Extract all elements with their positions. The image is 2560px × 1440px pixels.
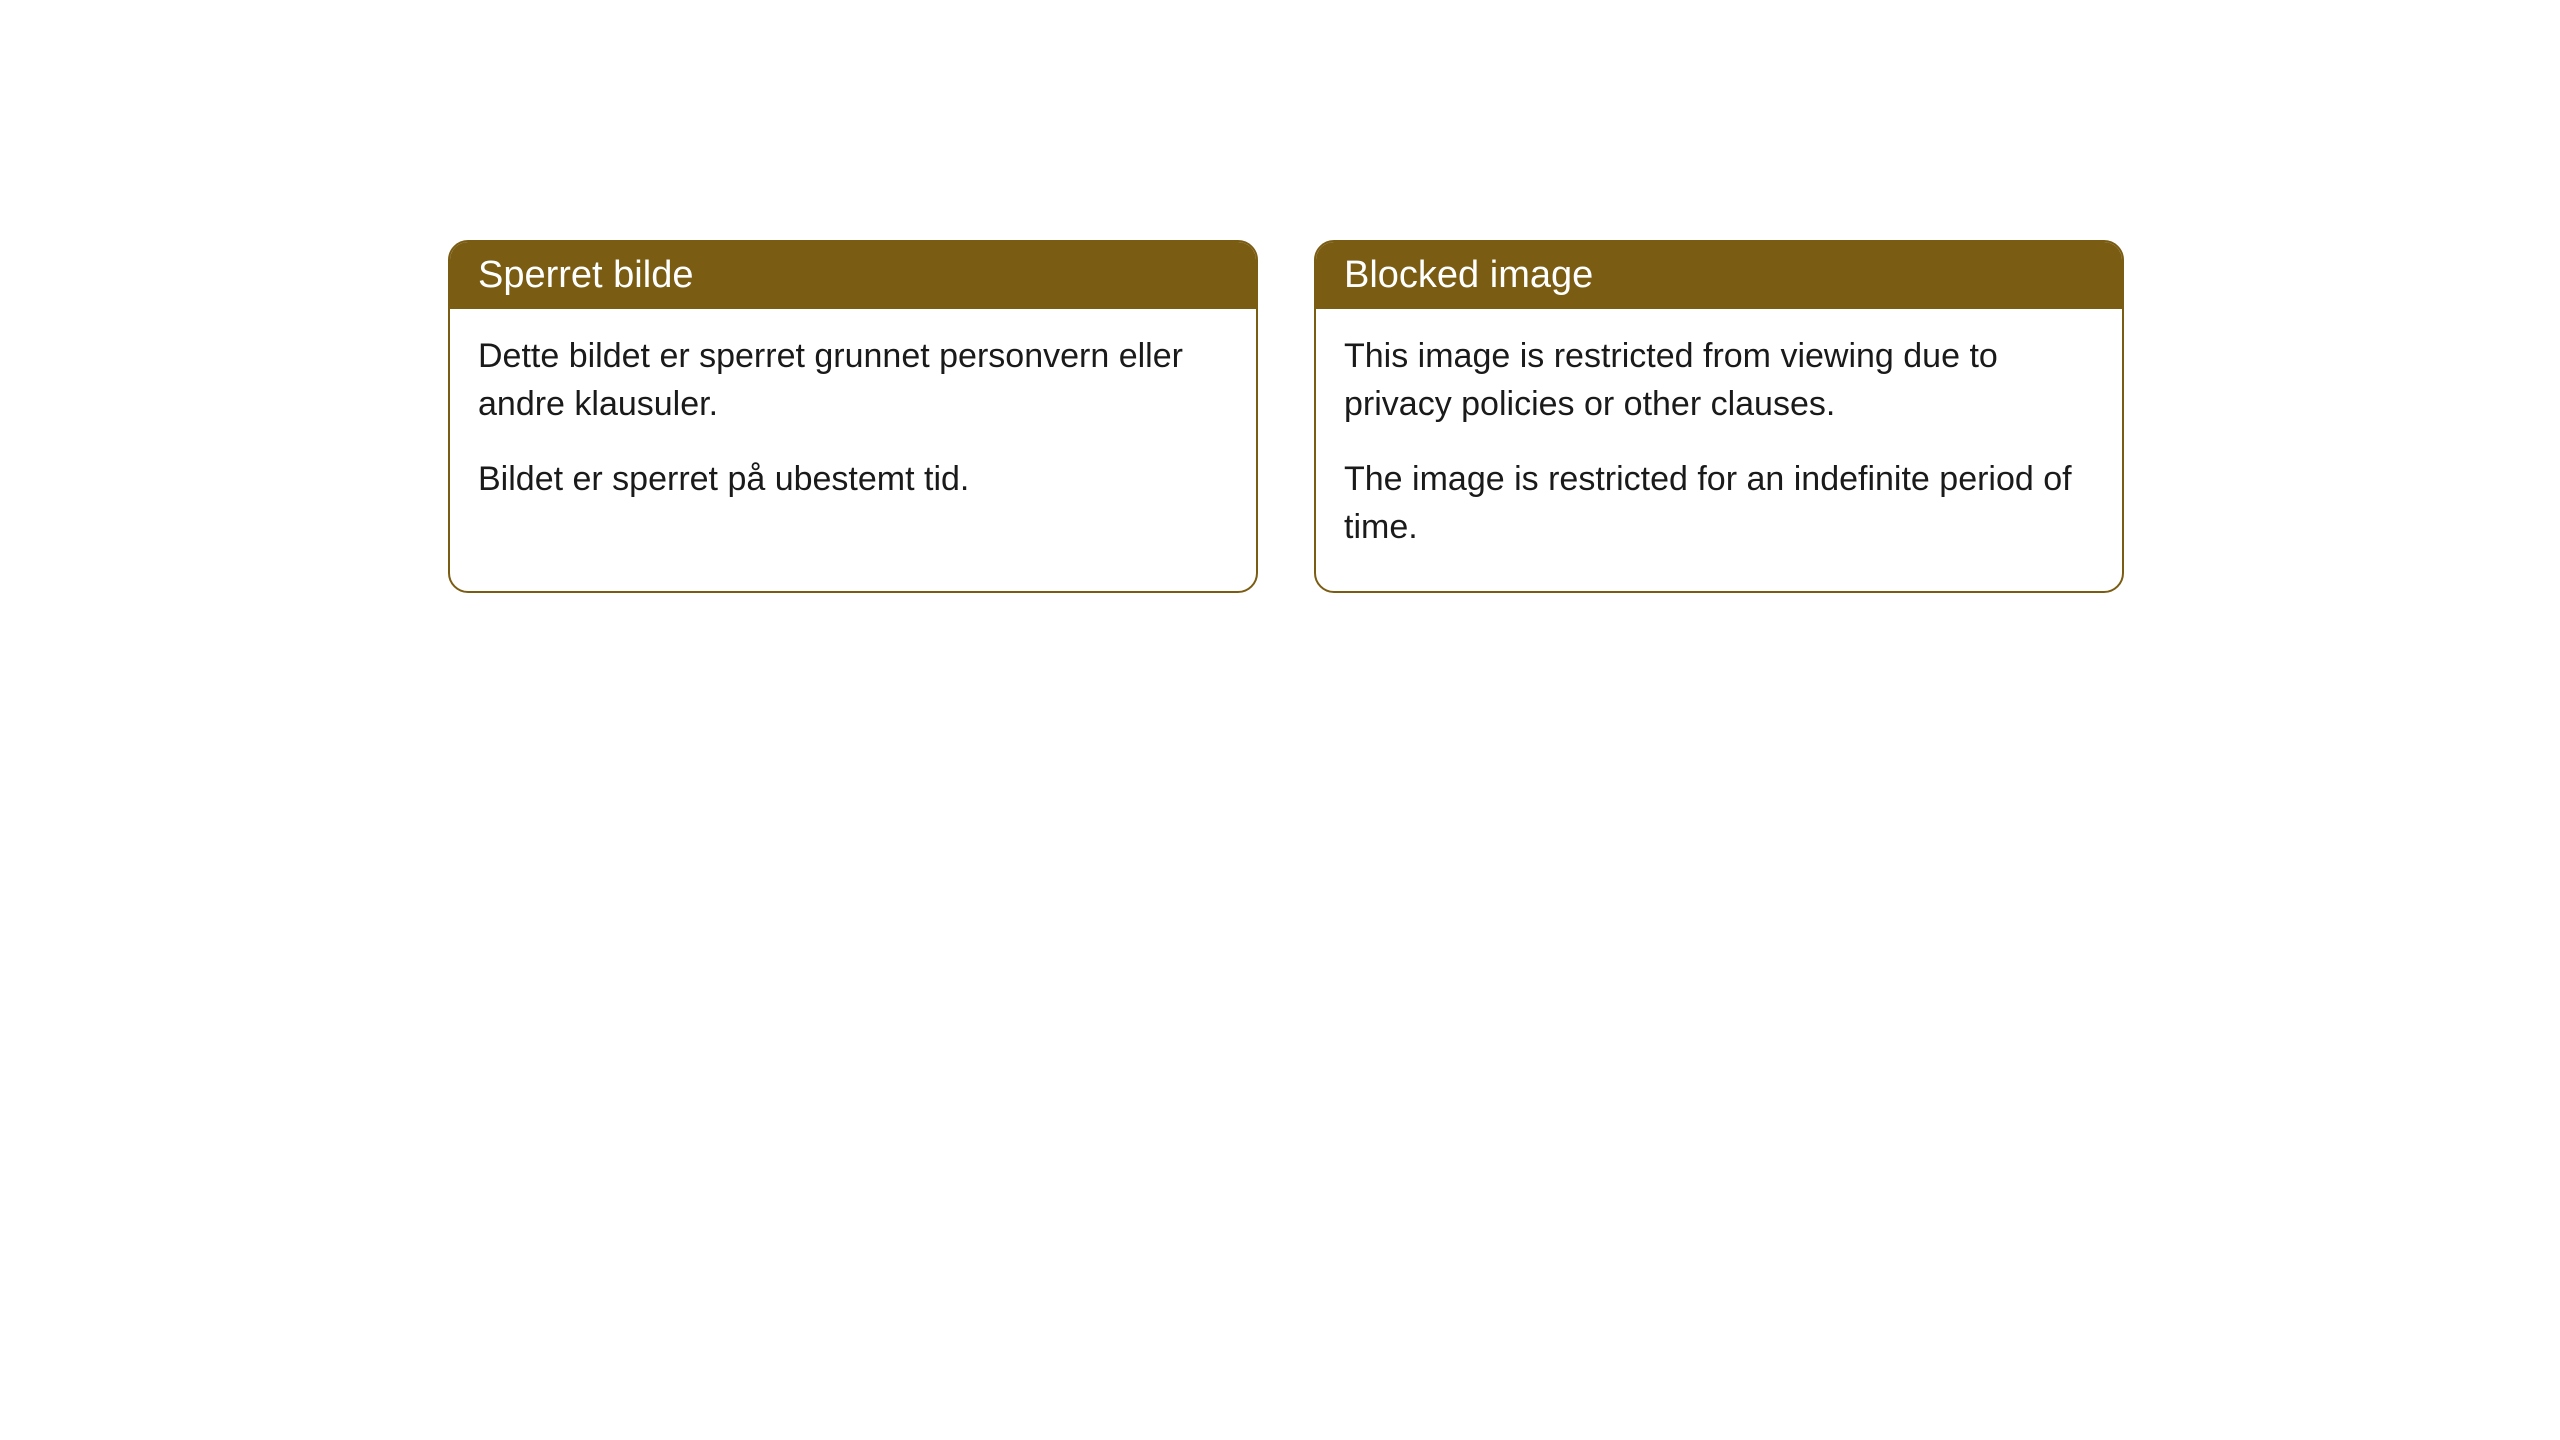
card-header: Sperret bilde xyxy=(450,242,1256,309)
notice-card-english: Blocked image This image is restricted f… xyxy=(1314,240,2124,593)
notice-card-norwegian: Sperret bilde Dette bildet er sperret gr… xyxy=(448,240,1258,593)
card-body: This image is restricted from viewing du… xyxy=(1316,309,2122,591)
notice-container: Sperret bilde Dette bildet er sperret gr… xyxy=(448,240,2124,593)
card-header: Blocked image xyxy=(1316,242,2122,309)
card-paragraph-1: This image is restricted from viewing du… xyxy=(1344,333,2094,428)
card-paragraph-2: The image is restricted for an indefinit… xyxy=(1344,456,2094,551)
card-paragraph-2: Bildet er sperret på ubestemt tid. xyxy=(478,456,1228,504)
card-title: Blocked image xyxy=(1344,254,1593,296)
card-title: Sperret bilde xyxy=(478,254,693,296)
card-body: Dette bildet er sperret grunnet personve… xyxy=(450,309,1256,544)
card-paragraph-1: Dette bildet er sperret grunnet personve… xyxy=(478,333,1228,428)
